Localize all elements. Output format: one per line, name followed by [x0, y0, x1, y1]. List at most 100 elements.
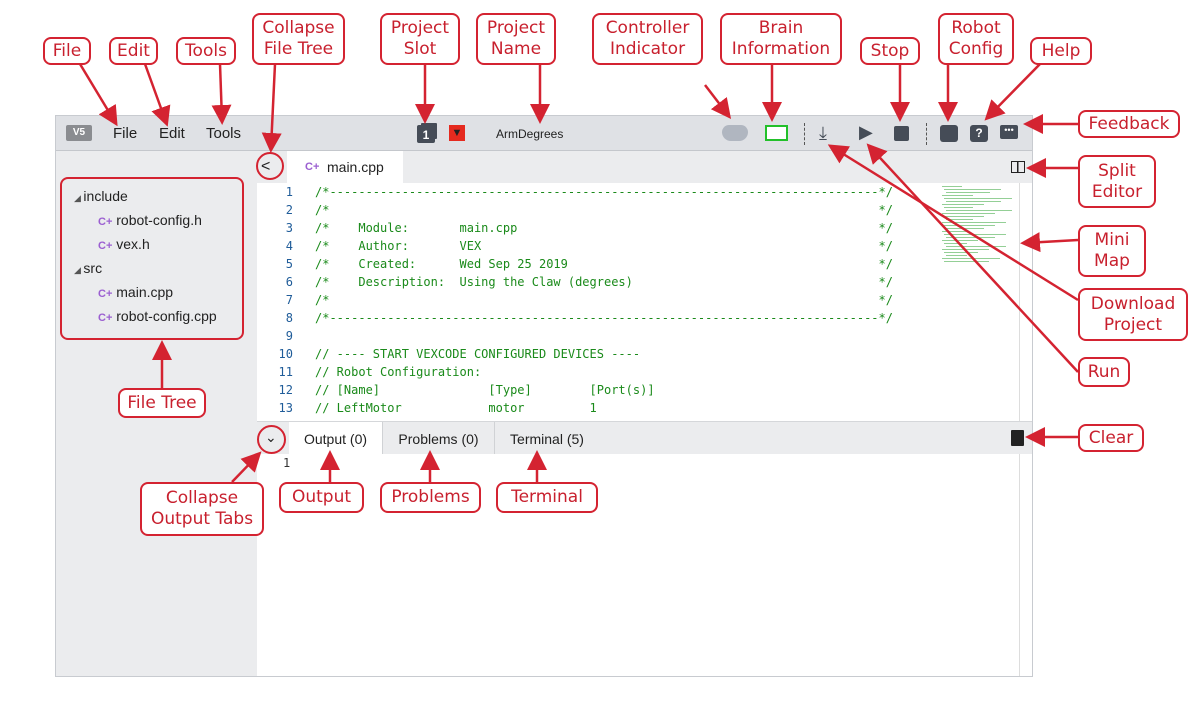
callout-clear: Clear: [1078, 424, 1144, 452]
download-button[interactable]: ⤓: [819, 123, 827, 143]
minimap-line: [944, 189, 1001, 190]
line-number: 1: [285, 185, 293, 199]
collapse-output-highlight: [257, 425, 286, 454]
callout-file: File: [43, 37, 91, 65]
line-number: 12: [278, 383, 293, 397]
line-number: 7: [285, 293, 293, 307]
callout-mini-map: Mini Map: [1078, 225, 1146, 277]
minimap-line: [944, 261, 989, 262]
stop-button[interactable]: [894, 126, 909, 141]
callout-brain-information: Brain Information: [720, 13, 842, 65]
editor-tab-bar: < C+ main.cpp: [257, 151, 1032, 183]
callout-terminal: Terminal: [496, 482, 598, 513]
minimap-line: [946, 228, 984, 229]
code-line: /* */: [315, 293, 893, 307]
line-number: 5: [285, 257, 293, 271]
code-line: /* Created: Wed Sep 25 2019 */: [315, 257, 893, 271]
callout-stop: Stop: [860, 37, 920, 65]
code-line: // [Name] [Type] [Port(s)]: [315, 383, 655, 397]
output-tab-bar: ⌄ Output (0) Problems (0) Terminal (5): [257, 421, 1032, 455]
line-number: 9: [285, 329, 293, 343]
robot-config-button[interactable]: [940, 125, 958, 142]
clear-trash-icon[interactable]: [1011, 430, 1024, 446]
line-number: 11: [278, 365, 293, 379]
output-line-number: 1: [283, 456, 291, 470]
callout-run: Run: [1078, 357, 1130, 387]
line-number: 2: [285, 203, 293, 217]
line-number: 8: [285, 311, 293, 325]
minimap-line: [944, 225, 995, 226]
tab-main-cpp[interactable]: C+ main.cpp: [287, 151, 403, 183]
minimap-line: [942, 249, 989, 250]
file-robot-config-h[interactable]: C+ robot-config.h: [98, 212, 202, 228]
tools-menu[interactable]: Tools: [206, 125, 242, 142]
minimap-line: [944, 207, 973, 208]
output-panel[interactable]: 1: [257, 454, 1032, 676]
minimap-line: [942, 204, 984, 205]
callout-split-editor: Split Editor: [1078, 155, 1156, 208]
project-slot-button[interactable]: 1: [417, 125, 435, 143]
slot-number: 1: [422, 128, 430, 142]
folder-src[interactable]: ◢ src: [74, 260, 103, 276]
code-line: // Robot Configuration:: [315, 365, 482, 379]
vex-brand-icon: ▼: [449, 125, 465, 141]
controller-icon[interactable]: [722, 125, 748, 141]
line-number: 4: [285, 239, 293, 253]
callout-project-name: Project Name: [476, 13, 556, 65]
code-line: /* Description: Using the Claw (degrees)…: [315, 275, 893, 289]
minimap-line: [946, 255, 967, 256]
file-menu[interactable]: File: [113, 125, 138, 142]
file-tree-highlight: [60, 177, 244, 340]
callout-problems: Problems: [380, 482, 481, 513]
editor-scrollbar[interactable]: [1019, 183, 1020, 421]
folder-include[interactable]: ◢ include: [74, 188, 128, 204]
callout-project-slot: Project Slot: [380, 13, 460, 65]
vex-logo: V5: [66, 125, 92, 141]
minimap-line: [946, 246, 1006, 247]
callout-download-project: Download Project: [1078, 288, 1188, 341]
minimap-line: [944, 252, 978, 253]
code-line: // LeftMotor motor 1: [315, 401, 597, 415]
code-editor[interactable]: 1 /*-------------------------------------…: [257, 183, 1032, 421]
code-line: /* Author: VEX */: [315, 239, 893, 253]
minimap-line: [942, 186, 962, 187]
file-vex-h[interactable]: C+ vex.h: [98, 236, 150, 252]
callout-help: Help: [1030, 37, 1092, 65]
edit-menu[interactable]: Edit: [159, 125, 185, 142]
split-editor-button[interactable]: [1011, 161, 1025, 173]
minimap-line: [942, 213, 995, 214]
minimap-line: [942, 222, 1006, 223]
help-button[interactable]: ?: [970, 125, 988, 142]
run-button[interactable]: ▶: [859, 122, 873, 142]
line-number: 3: [285, 221, 293, 235]
tab-terminal[interactable]: Terminal (5): [510, 431, 584, 447]
callout-collapse-output-tabs: Collapse Output Tabs: [140, 482, 264, 536]
callout-output: Output: [279, 482, 364, 513]
callout-file-tree: File Tree: [118, 388, 206, 418]
line-number: 10: [278, 347, 293, 361]
feedback-button[interactable]: •••: [1000, 125, 1018, 139]
tab-problems[interactable]: Problems (0): [383, 422, 495, 455]
tab-output[interactable]: Output (0): [289, 422, 383, 455]
output-scrollbar[interactable]: [1019, 454, 1020, 676]
code-line: /*--------------------------------------…: [315, 185, 893, 199]
callout-tools: Tools: [176, 37, 236, 65]
minimap-line: [944, 216, 984, 217]
code-line: /* */: [315, 203, 893, 217]
minimap-line: [944, 243, 967, 244]
collapse-file-tree-highlight: [256, 152, 284, 180]
callout-robot-config: Robot Config: [938, 13, 1014, 65]
minimap-line: [946, 237, 995, 238]
line-number: 13: [278, 401, 293, 415]
minimap-line: [946, 210, 1012, 211]
code-line: /* Module: main.cpp */: [315, 221, 893, 235]
project-name[interactable]: ArmDegrees: [496, 127, 564, 141]
code-line: /*--------------------------------------…: [315, 311, 893, 325]
file-main-cpp[interactable]: C+ main.cpp: [98, 284, 174, 300]
line-number: 6: [285, 275, 293, 289]
mini-map[interactable]: [939, 183, 1021, 263]
minimap-line: [946, 192, 990, 193]
code-line: // ---- START VEXCODE CONFIGURED DEVICES…: [315, 347, 641, 361]
brain-icon[interactable]: [765, 125, 788, 141]
file-robot-config-cpp[interactable]: C+ robot-config.cpp: [98, 308, 217, 324]
